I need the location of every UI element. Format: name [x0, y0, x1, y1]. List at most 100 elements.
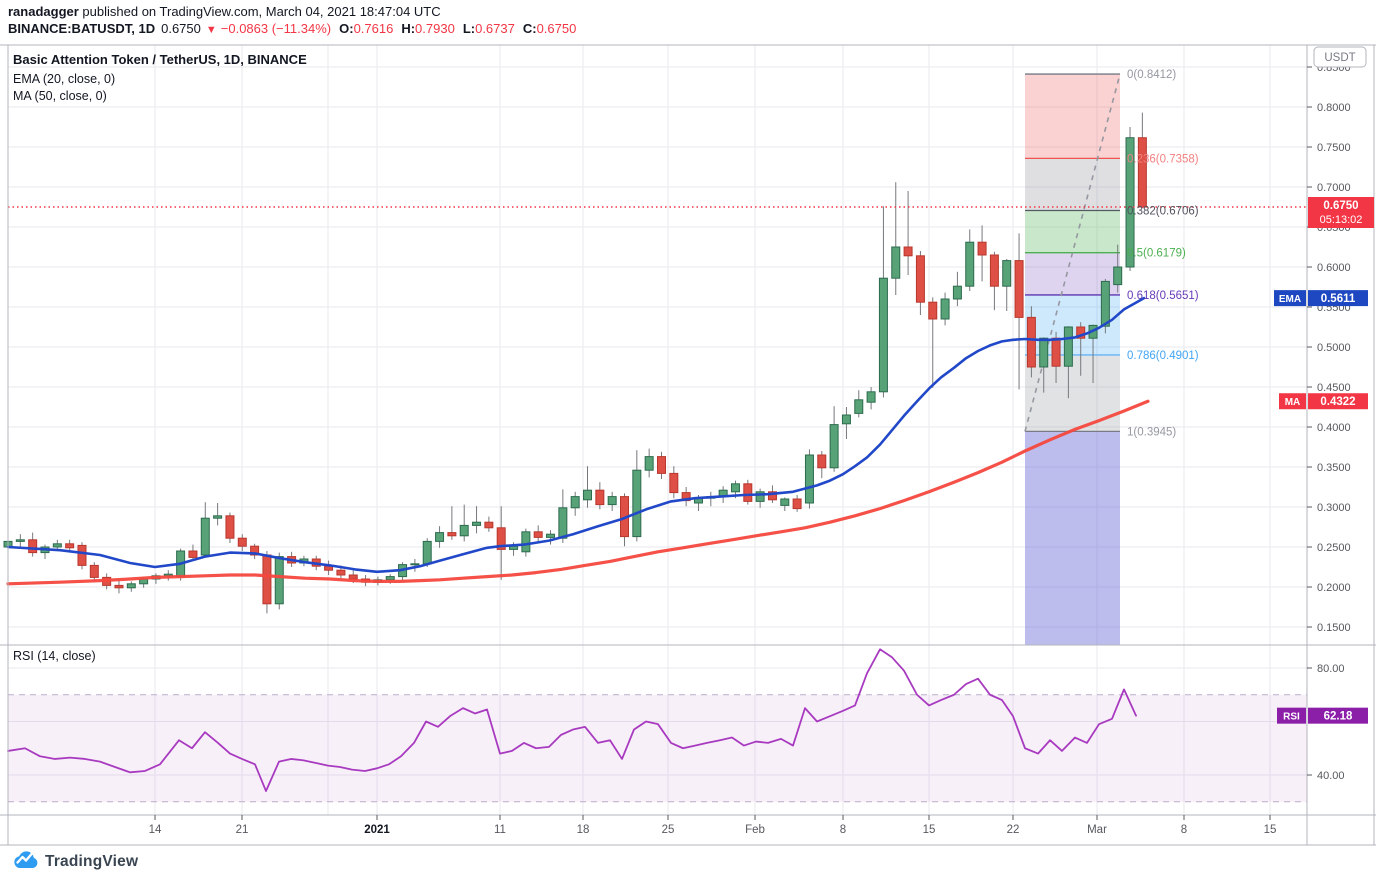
ma-value-badge [1308, 393, 1368, 410]
candle-up [583, 489, 593, 501]
ema-value-label: 0.5611 [1321, 293, 1356, 305]
down-arrow-icon: ▼ [205, 24, 217, 36]
rsi-axis-label: 80.00 [1317, 663, 1345, 675]
time-axis-label: 11 [494, 824, 506, 836]
ema-value-badge [1308, 290, 1368, 307]
time-axis-label: 15 [1264, 824, 1277, 836]
candle-up [878, 277, 888, 393]
candle-up [126, 583, 136, 589]
candle-up [952, 285, 962, 300]
high-value: 0.7930 [415, 21, 455, 36]
candle-up [644, 456, 654, 471]
candle-up [755, 491, 765, 502]
candle-down [28, 539, 38, 554]
ema-tag-label: EMA [1279, 294, 1301, 305]
open-value: 0.7616 [353, 21, 394, 36]
price-axis-label: 0.3500 [1317, 462, 1351, 474]
close-label: C: [522, 21, 537, 36]
price-change: −0.0863 (−11.34%) [220, 21, 332, 36]
candle-down [188, 550, 198, 558]
fib-level-label: 0(0.8412) [1127, 69, 1176, 81]
candle-up [472, 521, 482, 526]
candle-up [570, 496, 580, 509]
tradingview-logo-text: TradingView [45, 852, 139, 870]
time-axis-label: 18 [577, 824, 590, 836]
candle-down [928, 301, 938, 320]
candle-down [447, 532, 457, 537]
ema-legend[interactable]: EMA (20, close, 0) [13, 72, 116, 86]
ma-legend[interactable]: MA (50, close, 0) [13, 89, 107, 103]
price-axis-label: 0.7500 [1317, 142, 1351, 154]
candle-down [89, 564, 99, 578]
time-axis-label: 22 [1007, 824, 1020, 836]
price-axis-label: 0.3000 [1317, 502, 1351, 514]
low-value: 0.6737 [475, 21, 515, 36]
candle-down [1076, 326, 1086, 339]
price-axis-label: 0.2500 [1317, 542, 1351, 554]
price-axis-label: 0.7000 [1317, 182, 1351, 194]
candle-up [632, 469, 642, 538]
candle-up [15, 539, 25, 542]
candle-down [977, 241, 987, 256]
time-axis-label: 15 [923, 824, 936, 836]
price-axis-label: 0.2000 [1317, 582, 1351, 594]
candle-up [1113, 266, 1123, 286]
currency-badge [1313, 46, 1367, 68]
price-badge-value: 0.6750 [1323, 200, 1358, 212]
time-axis-label: Mar [1087, 824, 1107, 836]
time-axis-label: 8 [840, 824, 846, 836]
fib-zone [1025, 158, 1120, 211]
fib-level-label: 0.5(0.6179) [1127, 248, 1186, 260]
time-axis-label: 8 [1181, 824, 1187, 836]
currency-badge-label: USDT [1324, 52, 1355, 64]
candle-down [77, 544, 87, 566]
candle-down [262, 554, 272, 605]
candle-down [237, 537, 247, 547]
candle-down [669, 472, 679, 494]
candle-down [533, 531, 543, 538]
candle-up [841, 414, 851, 425]
byline: ranadagger published on TradingView.com,… [8, 4, 441, 19]
time-axis-label: Feb [745, 824, 765, 836]
tradingview-logo[interactable]: TradingView [12, 849, 138, 874]
price-axis-label: 0.8000 [1317, 102, 1351, 114]
fib-below-box [1025, 431, 1120, 645]
time-axis-label: 21 [236, 824, 249, 836]
candle-down [792, 498, 802, 510]
candle-up [200, 517, 210, 556]
candle-down [656, 456, 666, 474]
rsi-axis-label: 40.00 [1317, 770, 1345, 782]
fib-level-label: 0.786(0.4901) [1127, 350, 1199, 362]
rsi-legend[interactable]: RSI (14, close) [13, 649, 96, 663]
candle-down [336, 569, 346, 576]
rsi-tag-badge [1277, 707, 1306, 724]
low-label: L: [462, 21, 476, 36]
rsi-band [8, 694, 1307, 802]
candle-up [459, 524, 469, 537]
candle-down [348, 574, 358, 580]
candle-down [1051, 337, 1061, 367]
chart-title: Basic Attention Token / TetherUS, 1D, BI… [13, 52, 307, 67]
candle-down [767, 491, 777, 501]
last-price: 0.6750 [161, 21, 201, 36]
symbol-name: BINANCE:BATUSDT, 1D [8, 21, 156, 36]
candle-down [496, 527, 506, 550]
candle-up [965, 241, 975, 287]
candle-up [422, 540, 432, 565]
close-value: 0.6750 [536, 21, 577, 36]
tradingview-cloud-icon [12, 849, 39, 874]
candle-down [1137, 137, 1147, 208]
candle-up [546, 533, 556, 538]
high-label: H: [401, 21, 416, 36]
candle-up [1039, 337, 1049, 368]
ema-tag-badge [1274, 290, 1306, 307]
candle-up [940, 298, 950, 320]
candle-up [213, 515, 223, 519]
price-axis-label: 0.1500 [1317, 622, 1351, 634]
candle-up [780, 498, 790, 506]
price-badge [1308, 197, 1374, 228]
candle-down [989, 254, 999, 287]
candle-up [274, 556, 284, 605]
candle-up [829, 424, 839, 469]
